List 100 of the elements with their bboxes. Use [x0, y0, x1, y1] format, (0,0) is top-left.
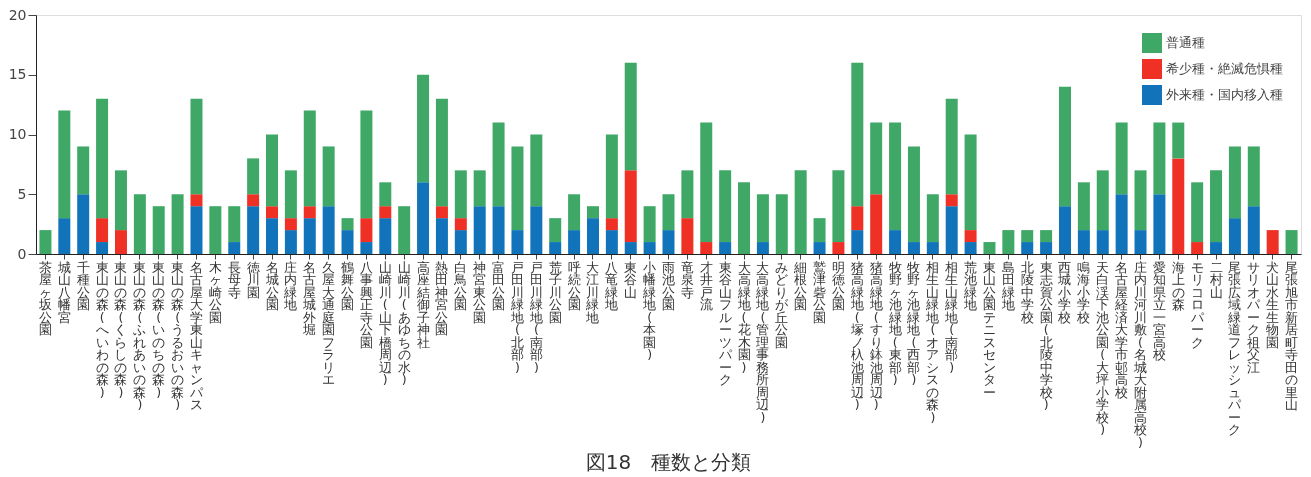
bar — [492, 122, 505, 207]
x-tick-label: 小幡緑地(本園) — [642, 259, 657, 362]
bar — [700, 122, 713, 243]
bar — [1115, 194, 1128, 254]
bar — [96, 98, 109, 219]
bar — [870, 194, 883, 254]
category-label: 戸田川緑地(北部) — [510, 259, 524, 375]
bar — [1021, 242, 1034, 254]
legend-label: 希少種・絶滅危惧種 — [1166, 61, 1283, 76]
x-tick-label: 犬山水生生物園 — [1266, 259, 1280, 350]
bar — [945, 98, 958, 195]
bar — [473, 170, 486, 207]
bar — [360, 218, 373, 243]
x-tick-label: 名古屋城外堀 — [302, 259, 317, 337]
category-label: 久屋大通庭園フラリエ — [322, 259, 336, 387]
bar — [586, 206, 599, 219]
bar — [1172, 158, 1185, 254]
x-tick-label: 熱田神宮公園 — [435, 259, 449, 337]
bar — [341, 218, 354, 231]
x-tick-label: 千種公園 — [76, 259, 90, 312]
bar — [247, 206, 260, 254]
bar — [889, 230, 902, 254]
category-label: 天白渓下池公園(大坪小学校) — [1096, 259, 1110, 437]
category-label: 尾張広域緑道フレッシュパーク — [1228, 259, 1242, 437]
x-tick-label: 高座結御子神社 — [415, 259, 430, 350]
bar — [266, 134, 279, 207]
bar — [832, 242, 845, 254]
category-label: 東山の森(くらしの森) — [114, 259, 128, 400]
bar — [530, 206, 543, 254]
y-tick-label: 20 — [8, 6, 27, 23]
bar — [1134, 230, 1147, 254]
bar — [907, 242, 920, 254]
bar — [435, 206, 448, 219]
x-tick-label: 荒子川公園 — [548, 259, 562, 325]
category-label: 牧野ヶ池緑地(西部) — [907, 259, 921, 387]
x-tick-label: 八事興正寺公園 — [359, 259, 373, 350]
category-label: 名古屋経済大学市邨高校 — [1115, 259, 1129, 400]
bar — [681, 218, 694, 254]
bar — [454, 218, 467, 231]
category-label: 東山の森(ふれあいの森) — [133, 259, 147, 412]
bar — [851, 230, 864, 254]
x-tick-label: 長母寺 — [227, 259, 241, 300]
x-tick-label: 鷲津砦公園 — [813, 259, 827, 325]
bar — [77, 146, 90, 195]
bar — [643, 242, 656, 254]
bar — [964, 134, 977, 231]
x-tick-label: 島田緑地 — [1000, 259, 1015, 312]
category-label: 相生山緑地(南部) — [945, 259, 959, 375]
category-label: 東山公園テニスセンター — [982, 259, 996, 400]
bar — [1191, 182, 1204, 243]
y-tick-label: 0 — [17, 245, 27, 262]
bar — [983, 242, 996, 254]
bar — [379, 218, 392, 254]
bar — [889, 122, 902, 231]
category-label: 名古屋大学東山キャンパス — [189, 259, 203, 412]
x-tick-label: 細根公園 — [793, 259, 808, 312]
bar — [114, 230, 127, 254]
bar — [1191, 242, 1204, 254]
bar — [322, 146, 335, 207]
bar — [284, 230, 297, 254]
category-label: 大高緑地(花木園) — [737, 259, 751, 375]
bar — [568, 230, 581, 254]
bar — [96, 242, 109, 254]
x-tick-label: 北陵中学校 — [1019, 259, 1034, 325]
bar — [1210, 170, 1223, 243]
bar — [756, 242, 769, 254]
category-label: 猪高緑地(すり鉢池周辺) — [869, 259, 883, 412]
bar — [360, 242, 373, 254]
bar — [492, 206, 505, 254]
x-tick-label: 荒池緑地 — [963, 259, 978, 312]
bar — [1266, 230, 1279, 254]
bar — [152, 206, 165, 254]
bar — [1285, 230, 1298, 254]
bar — [379, 206, 392, 219]
bar — [417, 74, 430, 183]
x-tick-label: 富田公園 — [492, 259, 506, 312]
bar — [247, 158, 260, 195]
bar — [738, 182, 751, 254]
bar — [832, 170, 845, 243]
bar — [303, 206, 316, 219]
x-tick-label: 愛知県立一宮高校 — [1151, 259, 1166, 362]
x-tick-label: 海上の森 — [1171, 259, 1185, 312]
bar — [1153, 194, 1166, 254]
category-label: 山崎川(山下橋周辺) — [378, 259, 392, 387]
bar — [96, 218, 109, 243]
bar — [1058, 206, 1071, 254]
bar — [964, 230, 977, 243]
category-label: 東志賀公園(北陵中学校) — [1039, 259, 1053, 412]
bar — [1096, 230, 1109, 254]
y-tick-label: 10 — [8, 126, 27, 142]
bar — [1172, 122, 1185, 159]
bar — [1134, 170, 1147, 231]
bar — [1040, 242, 1053, 254]
bar — [643, 206, 656, 243]
category-label: 東山の森(いのちの森) — [152, 259, 166, 400]
bar — [964, 242, 977, 254]
bar — [605, 134, 618, 219]
bar — [1228, 146, 1241, 219]
bar — [435, 218, 448, 254]
bar — [322, 206, 335, 254]
